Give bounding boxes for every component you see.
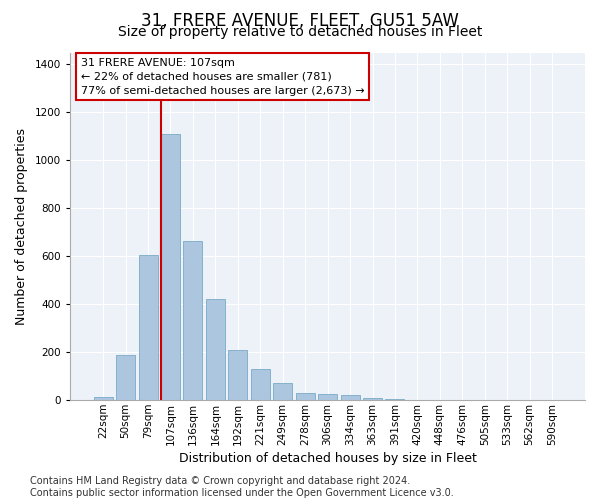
Text: 31, FRERE AVENUE, FLEET, GU51 5AW: 31, FRERE AVENUE, FLEET, GU51 5AW (141, 12, 459, 30)
Bar (251, 369, 270, 400)
Text: 31 FRERE AVENUE: 107sqm
← 22% of detached houses are smaller (781)
77% of semi-d: 31 FRERE AVENUE: 107sqm ← 22% of detache… (80, 58, 364, 96)
Bar (318, 394, 337, 400)
Bar (363, 398, 382, 400)
Bar (184, 240, 202, 400)
Bar (94, 396, 113, 400)
Bar (139, 255, 158, 400)
Bar (116, 354, 135, 400)
Bar (273, 384, 292, 400)
Text: Size of property relative to detached houses in Fleet: Size of property relative to detached ho… (118, 25, 482, 39)
Y-axis label: Number of detached properties: Number of detached properties (15, 128, 28, 325)
X-axis label: Distribution of detached houses by size in Fleet: Distribution of detached houses by size … (179, 452, 476, 465)
Bar (296, 393, 315, 400)
Bar (385, 399, 404, 400)
Bar (161, 134, 180, 400)
Bar (228, 350, 247, 400)
Text: Contains HM Land Registry data © Crown copyright and database right 2024.
Contai: Contains HM Land Registry data © Crown c… (30, 476, 454, 498)
Bar (206, 300, 225, 400)
Bar (341, 396, 359, 400)
